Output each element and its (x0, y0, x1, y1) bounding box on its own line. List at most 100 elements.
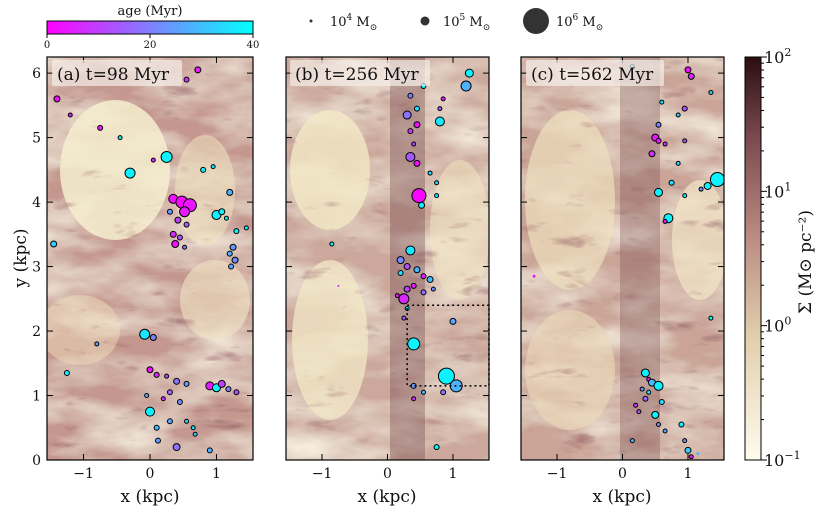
cluster-point (176, 398, 183, 405)
panel-b-title: (b) t=256 Myr (290, 60, 430, 86)
cluster-point (407, 337, 421, 351)
sigma-colorbar-gradient (744, 56, 762, 461)
cluster-point (182, 244, 188, 250)
cluster-point (398, 293, 410, 305)
sigma-tick-label: 10−1 (764, 449, 801, 470)
cluster-point (642, 395, 649, 402)
cluster-point (430, 286, 436, 292)
cluster-point (411, 188, 427, 204)
cluster-point (688, 454, 694, 460)
cluster-point (433, 444, 440, 451)
cluster-point (153, 371, 160, 378)
age-tick-40: 40 (247, 40, 260, 51)
x-tick-label: 1 (449, 466, 458, 482)
cluster-point (659, 99, 665, 105)
y-tick-label: 2 (32, 324, 41, 340)
cluster-point (413, 266, 421, 274)
cluster-point (226, 250, 233, 257)
mass-legend-label-1e5: 105 M⊙ (443, 13, 490, 33)
cluster-point (698, 186, 704, 192)
cluster-point (411, 141, 417, 147)
cluster-point (226, 188, 234, 196)
cluster-point (223, 215, 229, 221)
cluster-point (437, 367, 455, 385)
cluster-point (231, 256, 239, 264)
cluster-point (420, 289, 427, 296)
x-tick-label: 1 (212, 466, 221, 482)
cluster-point (696, 452, 700, 456)
cluster-point (206, 447, 213, 454)
panel-b-label: (b) t=256 Myr (295, 65, 419, 85)
cluster-point (329, 241, 335, 247)
cluster-point (405, 245, 416, 256)
cluster-point (169, 230, 177, 238)
panel-a-title: (a) t=98 Myr (52, 60, 182, 86)
panel-c-title: (c) t=562 Myr (526, 60, 664, 86)
cluster-point (662, 141, 668, 147)
cluster-point (396, 256, 405, 265)
cluster-point (144, 393, 150, 399)
cluster-point (402, 110, 412, 120)
cluster-point (411, 396, 417, 402)
cluster-point (639, 386, 645, 392)
cluster-point (145, 406, 155, 417)
y-tick-label: 0 (32, 453, 41, 469)
cluster-point (172, 443, 181, 452)
cluster-point (150, 157, 156, 163)
cluster-point (194, 66, 202, 74)
cluster-point (183, 221, 190, 228)
cluster-point (678, 421, 685, 428)
cluster-point (648, 150, 656, 158)
x-tick-label: −1 (73, 466, 94, 482)
cluster-point (434, 116, 445, 127)
cluster-point (154, 437, 161, 444)
cluster-markers (50, 64, 724, 460)
cluster-point (166, 418, 173, 425)
cluster-point (434, 193, 440, 199)
cluster-point (337, 284, 340, 287)
mass-legend: 104 M⊙ 105 M⊙ 106 M⊙ (309, 8, 603, 34)
cluster-point (243, 225, 249, 231)
age-tick-20: 20 (144, 40, 157, 51)
cluster-point (662, 428, 668, 434)
cluster-point (681, 105, 688, 112)
cluster-point (233, 228, 240, 235)
cluster-point (675, 112, 681, 118)
cluster-point (190, 425, 196, 431)
cluster-point (675, 160, 681, 166)
cluster-point (217, 379, 226, 388)
cluster-point (684, 446, 692, 454)
sigma-tick-label: 101 (764, 180, 791, 201)
panel-c-clusters (532, 64, 724, 460)
cluster-point (684, 66, 692, 74)
cluster-point (460, 80, 472, 92)
mass-legend-marker-1e6 (523, 8, 549, 34)
cluster-point (709, 172, 724, 188)
cluster-point (420, 273, 427, 280)
cluster-point (200, 166, 207, 173)
cluster-point (192, 431, 198, 437)
sigma-colorbar-label: Σ (M⊙ pc⁻²) (796, 210, 816, 314)
cluster-point (117, 135, 123, 141)
y-tick-label: 6 (32, 66, 41, 82)
x-tick-label: 0 (383, 466, 392, 482)
cluster-point (183, 380, 190, 387)
cluster-point (440, 96, 446, 102)
cluster-point (434, 180, 440, 186)
cluster-point (410, 282, 417, 289)
cluster-point (440, 389, 447, 396)
age-colorbar-gradient (46, 20, 254, 35)
cluster-point (153, 424, 160, 431)
cluster-point (703, 181, 712, 190)
cluster-point (97, 124, 104, 131)
cluster-point (654, 187, 664, 197)
cluster-point (401, 315, 407, 321)
cluster-point (179, 206, 191, 218)
mass-legend-label-1e6: 106 M⊙ (556, 13, 603, 33)
cluster-point (394, 293, 400, 299)
x-axis-label-b: x (kpc) (358, 487, 417, 507)
panel-b-map (286, 57, 489, 460)
mass-legend-marker-1e5 (420, 16, 430, 26)
zoom-box (406, 304, 490, 387)
cluster-point (405, 151, 416, 162)
